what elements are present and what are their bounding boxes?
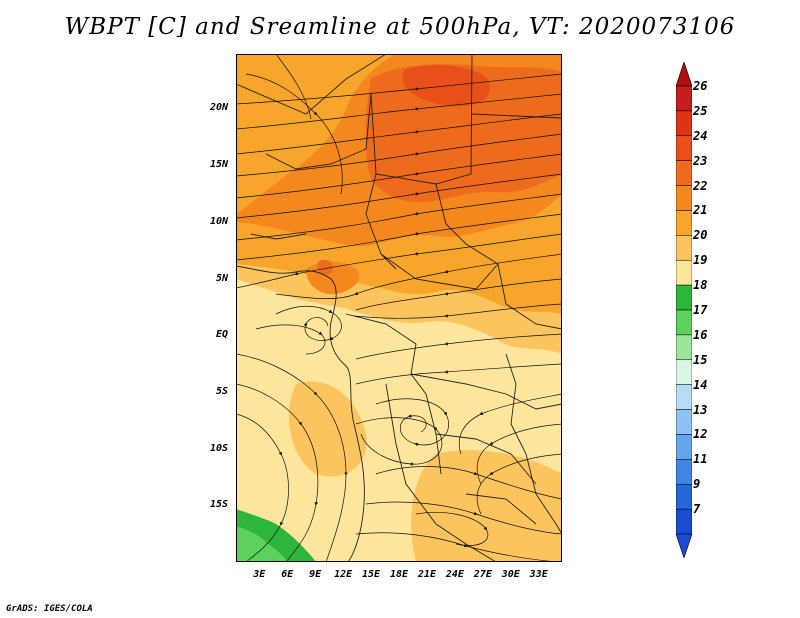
colorbar-swatch: [676, 483, 692, 510]
lon-label-6e: 6E: [281, 569, 294, 580]
colorbar-swatch: [676, 309, 692, 336]
grads-credit: GrADS: IGES/COLA: [6, 604, 93, 614]
colorbar-swatch: [676, 334, 692, 361]
colorbar-label-16: 16: [693, 327, 708, 342]
colorbar-top-arrow: [676, 62, 692, 87]
lon-label-12e: 12E: [334, 569, 353, 580]
colorbar-label-23: 23: [693, 153, 708, 168]
colorbar-label-22: 22: [693, 178, 708, 193]
colorbar-label-7: 7: [693, 502, 701, 517]
colorbar-label-14: 14: [693, 377, 708, 392]
streamlines: [236, 54, 562, 562]
colorbar-swatch: [676, 359, 692, 385]
colorbar-label-11: 11: [693, 452, 708, 467]
lat-label-eq: EQ: [215, 329, 228, 341]
lon-label-27e: 27E: [473, 569, 492, 580]
lon-label-30e: 30E: [501, 569, 520, 580]
map-border: [236, 54, 562, 562]
colorbar-swatch: [676, 434, 692, 460]
colorbar-label-21: 21: [693, 203, 708, 218]
lat-label-15s: 15S: [209, 499, 228, 511]
lat-label-5n: 5N: [215, 272, 228, 284]
colorbar-bottom-arrow: [676, 533, 692, 558]
colorbar-label-9: 9: [693, 477, 701, 492]
colorbar: [676, 62, 692, 558]
colorbar-swatch: [676, 160, 692, 186]
colorbar-swatch: [676, 384, 692, 410]
wbpt-streamline-map: [236, 54, 562, 562]
colorbar-label-18: 18: [693, 278, 708, 293]
lat-label-15n: 15N: [209, 159, 228, 171]
colorbar-label-26: 26: [693, 79, 708, 93]
colorbar-swatch: [676, 185, 692, 211]
lon-label-21e: 21E: [417, 569, 436, 580]
colorbar-label-19: 19: [693, 253, 708, 268]
colorbar-label-20: 20: [693, 228, 708, 243]
colorbar-swatch: [676, 409, 692, 435]
colorbar-label-12: 12: [693, 427, 708, 442]
colorbar-swatch: [676, 284, 692, 311]
colorbar-swatch: [676, 210, 692, 236]
colorbar-label-15: 15: [693, 352, 708, 367]
lat-label-10n: 10N: [209, 215, 228, 227]
lon-label-15e: 15E: [362, 569, 381, 580]
lon-label-9e: 9E: [309, 569, 322, 580]
colorbar-swatch: [676, 110, 692, 137]
map-frame: [236, 54, 562, 562]
map-title: WBPT [C] and Sreamline at 500hPa, VT: 20…: [64, 14, 736, 40]
colorbar-swatch: [676, 459, 692, 485]
colorbar-label-13: 13: [693, 402, 708, 417]
colorbar-swatch: [676, 508, 692, 535]
colorbar-swatch: [676, 259, 692, 286]
colorbar-label-17: 17: [693, 303, 708, 317]
colorbar-label-25: 25: [693, 103, 708, 118]
lon-label-3e: 3E: [253, 569, 266, 580]
lat-label-10s: 10S: [209, 442, 228, 454]
colorbar-swatch: [676, 85, 692, 112]
colorbar-label-24: 24: [693, 128, 708, 143]
wbpt-field-20-21-southeast: [411, 450, 562, 562]
wbpt-field-16-17: [236, 526, 288, 562]
colorbar-swatch: [676, 135, 692, 161]
lat-label-20n: 20N: [209, 102, 228, 114]
lon-label-33e: 33E: [529, 569, 548, 580]
lat-label-5s: 5S: [215, 385, 228, 397]
lon-label-18e: 18E: [389, 569, 409, 580]
colorbar-swatch: [676, 235, 692, 261]
country-borders: [236, 54, 562, 562]
lon-label-24e: 24E: [445, 569, 464, 580]
